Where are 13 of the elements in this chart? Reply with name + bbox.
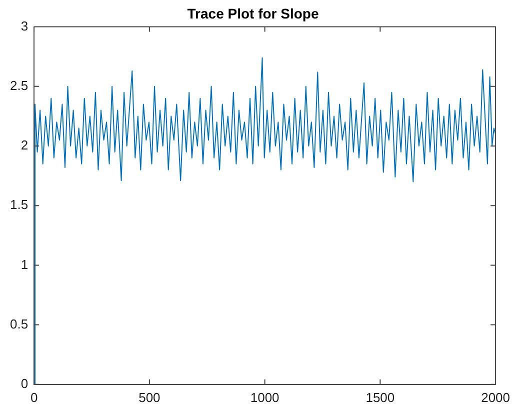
x-tick-label: 0 [30, 390, 38, 405]
y-tick-label: 0.5 [10, 316, 28, 332]
chart-title: Trace Plot for Slope [187, 5, 319, 22]
x-tick-label: 1000 [250, 390, 280, 405]
y-tick-label: 3 [20, 18, 28, 34]
y-tick-label: 1 [20, 256, 28, 272]
y-tick-label: 2 [20, 138, 28, 153]
x-tick-label: 1500 [366, 390, 395, 405]
y-tick-label: 0 [20, 376, 28, 391]
y-tick-label: 2.5 [10, 78, 28, 93]
x-tick-label: 2000 [481, 390, 510, 405]
y-tick-label: 1.5 [10, 197, 28, 212]
x-tick-label: 500 [138, 390, 160, 405]
